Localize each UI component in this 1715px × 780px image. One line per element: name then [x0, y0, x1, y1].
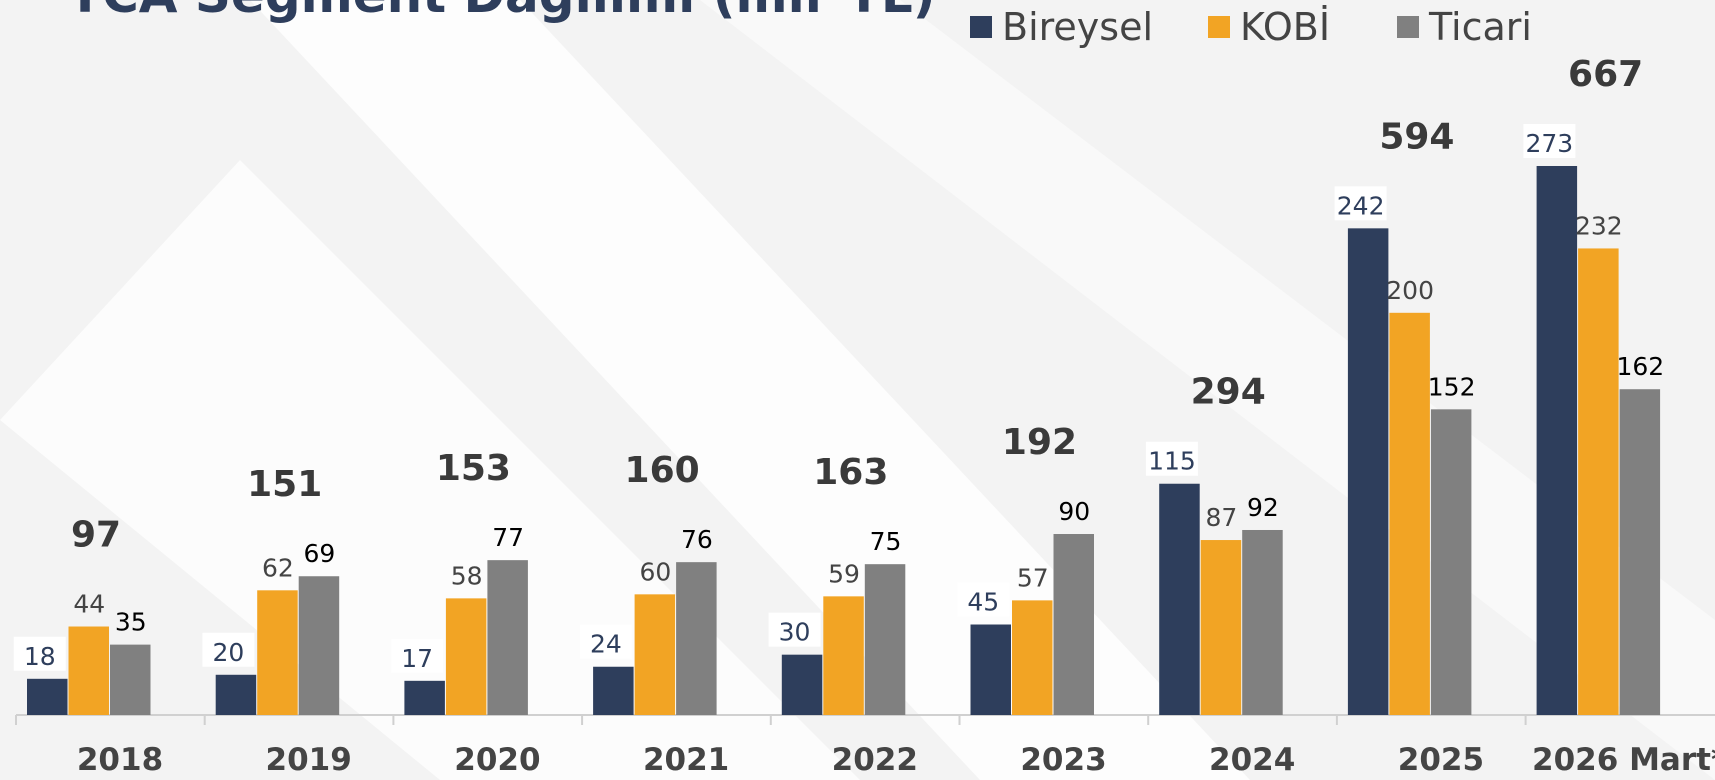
value-label: 273: [1525, 129, 1573, 158]
total-label: 667: [1568, 54, 1643, 95]
value-label: 87: [1206, 503, 1238, 532]
x-tick-label: 2026 Mart*: [1532, 742, 1715, 778]
x-tick-label: 2018: [77, 742, 163, 778]
value-label: 92: [1247, 493, 1279, 522]
value-label: 76: [681, 525, 713, 554]
total-label: 160: [625, 450, 700, 491]
value-label-bg: [957, 582, 1010, 617]
total-label: 153: [436, 448, 511, 489]
x-tick-label: 2023: [1020, 742, 1106, 778]
total-label: 163: [813, 452, 888, 493]
value-label-bg: [579, 624, 632, 659]
bar: [1389, 312, 1430, 715]
bar: [1619, 389, 1661, 715]
total-label: 294: [1191, 372, 1266, 413]
x-tick-label: 2024: [1209, 742, 1295, 778]
value-label: 90: [1058, 497, 1090, 526]
value-label: 162: [1616, 352, 1664, 381]
bar: [404, 680, 445, 715]
value-label: 69: [304, 539, 336, 568]
value-label-bg: [202, 632, 255, 667]
legend-label: Ticari: [1428, 5, 1532, 49]
value-label: 57: [1017, 563, 1049, 592]
value-label: 75: [870, 527, 902, 556]
total-label: 151: [247, 464, 322, 505]
total-label: 594: [1379, 116, 1454, 157]
legend-swatch: [1208, 16, 1230, 38]
chart-title: TCA Segment Dağılımı (mlr TL): [68, 0, 936, 24]
value-label: 44: [73, 590, 105, 619]
bar: [970, 624, 1011, 715]
bar: [1012, 600, 1053, 715]
value-label-bg: [1334, 186, 1387, 221]
value-label: 20: [213, 638, 245, 667]
value-label: 30: [779, 618, 811, 647]
x-tick-label: 2021: [643, 742, 729, 778]
bar: [27, 678, 68, 715]
value-label: 18: [24, 642, 56, 671]
bar: [487, 560, 528, 715]
bar: [1430, 409, 1472, 715]
value-label: 45: [967, 588, 999, 617]
legend-label: KOBİ: [1240, 5, 1330, 49]
total-label: 192: [1002, 422, 1077, 463]
value-label-bg: [13, 636, 66, 671]
value-label: 77: [492, 523, 524, 552]
legend-swatch: [1397, 16, 1419, 38]
value-label-bg: [1145, 441, 1198, 476]
value-label-bg: [391, 638, 444, 673]
value-label: 232: [1575, 211, 1623, 240]
total-label: 97: [71, 515, 121, 556]
bar: [1200, 540, 1242, 715]
value-label: 115: [1148, 447, 1196, 476]
value-label: 24: [590, 630, 622, 659]
value-label: 58: [451, 561, 483, 590]
bar: [1536, 165, 1578, 715]
value-label: 200: [1386, 276, 1434, 305]
bar: [110, 644, 151, 715]
value-label-bg: [1523, 123, 1576, 158]
bar: [257, 590, 298, 715]
value-label: 242: [1337, 191, 1385, 220]
bar: [676, 562, 717, 715]
x-tick-label: 2022: [832, 742, 918, 778]
value-label: 59: [828, 559, 860, 588]
x-tick-label: 2020: [454, 742, 540, 778]
bar: [1347, 228, 1389, 715]
value-label-bg: [768, 612, 821, 647]
bar: [634, 594, 676, 715]
bar: [1578, 248, 1619, 715]
value-label: 62: [262, 553, 294, 582]
bar: [593, 666, 634, 715]
bar: [1053, 534, 1094, 715]
bar: [215, 674, 257, 715]
bar: [298, 576, 340, 715]
value-label: 17: [401, 644, 433, 673]
bar: [445, 598, 487, 715]
value-label: 35: [115, 608, 147, 637]
bar: [1242, 529, 1283, 715]
bar: [781, 654, 823, 715]
x-tick-label: 2025: [1398, 742, 1484, 778]
bar: [823, 596, 864, 715]
value-label: 60: [639, 557, 671, 586]
legend-swatch: [970, 16, 992, 38]
legend-label: Bireysel: [1002, 5, 1153, 49]
bar: [1159, 483, 1200, 715]
bar: [68, 626, 109, 715]
x-tick-label: 2019: [266, 742, 352, 778]
value-label: 152: [1428, 372, 1476, 401]
bar: [864, 564, 906, 715]
